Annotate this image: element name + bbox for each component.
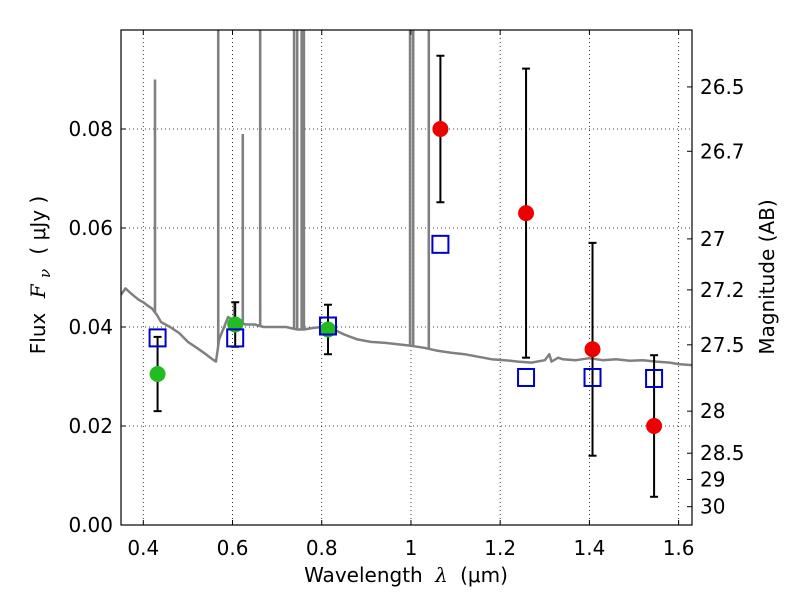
y2-tick-label: 28 — [700, 399, 725, 423]
y2-tick-label: 27.5 — [700, 333, 745, 357]
y-tick-label: 0.02 — [68, 414, 113, 438]
model-photometry-point — [226, 328, 245, 348]
observed-nir-point — [518, 205, 535, 222]
y-axis-label-symbol: F — [26, 283, 50, 299]
y2-axis-label: Magnitude (AB) — [755, 199, 779, 354]
y-axis-label-unit: ( μJy ) — [26, 196, 50, 255]
y2-tick-label: 27 — [700, 227, 725, 251]
y-tick-label: 0.08 — [68, 117, 113, 141]
y-axis-label-text: Flux — [26, 312, 50, 354]
x-tick-label: 0.6 — [217, 536, 249, 560]
ticks — [121, 30, 692, 526]
observed-optical-point — [149, 366, 166, 383]
x-axis-label-unit: (μm) — [460, 563, 508, 587]
model-photometry-point — [148, 328, 167, 348]
y2-tick-label: 26.7 — [700, 139, 745, 163]
x-axis-label: Wavelength λ (μm) — [304, 563, 508, 587]
spectrum-continuum — [121, 287, 692, 367]
model-photometry-point — [318, 316, 337, 336]
y2-tick-label: 27.2 — [700, 278, 745, 302]
x-axis-label-symbol: λ — [434, 563, 448, 587]
y-axis-label: Flux F ν ( μJy ) — [26, 196, 55, 354]
x-tick-label: 1 — [405, 536, 418, 560]
model-photometry-point — [645, 368, 664, 388]
x-tick-label: 1.6 — [663, 536, 695, 560]
observed-optical-point — [227, 316, 244, 333]
data-points — [148, 121, 664, 434]
tick-labels: 0.4 0.6 0.8 1 1.2 1.4 1.6 0.00 0.02 0.04 0.06 0.08 2… — [68, 75, 744, 560]
observed-nir-point — [646, 418, 663, 434]
y2-tick-label: 28.5 — [700, 441, 745, 465]
observed-nir-point — [584, 341, 601, 358]
y-axis-label-subscript: ν — [36, 269, 54, 278]
x-tick-label: 0.4 — [127, 536, 159, 560]
x-tick-label: 1.2 — [484, 536, 516, 560]
y2-tick-label: 30 — [700, 495, 725, 519]
y2-tick-label: 29 — [700, 467, 725, 491]
grid — [121, 30, 692, 526]
x-axis-label-text: Wavelength — [304, 563, 423, 587]
model-photometry-point — [517, 367, 536, 387]
model-photometry-point — [583, 367, 602, 387]
y-tick-label: 0.06 — [68, 216, 113, 240]
observed-nir-point — [432, 121, 449, 137]
model-spectrum — [121, 30, 692, 367]
y-tick-label: 0.00 — [68, 513, 113, 537]
plot-frame — [120, 29, 693, 526]
x-tick-label: 0.8 — [306, 536, 338, 560]
model-photometry-point — [431, 234, 450, 254]
y-tick-label: 0.04 — [68, 315, 113, 339]
x-tick-label: 1.4 — [573, 536, 605, 560]
y2-tick-label: 26.5 — [700, 75, 745, 99]
